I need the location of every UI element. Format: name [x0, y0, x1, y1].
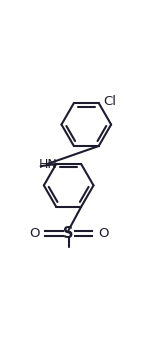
Text: S: S	[63, 226, 74, 241]
Text: O: O	[98, 227, 109, 240]
Text: HN: HN	[39, 158, 58, 171]
Text: O: O	[29, 227, 39, 240]
Text: Cl: Cl	[104, 95, 117, 108]
